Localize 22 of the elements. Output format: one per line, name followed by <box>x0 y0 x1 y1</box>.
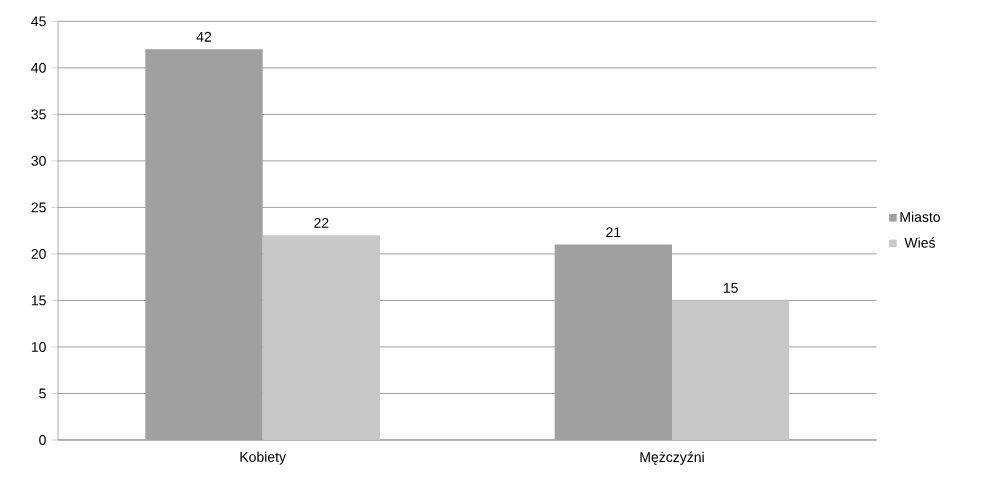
y-tick-label: 30 <box>31 155 46 166</box>
data-label: 42 <box>196 31 212 42</box>
y-tick-label: 5 <box>39 388 46 399</box>
y-tick-label: 10 <box>31 342 46 352</box>
y-tick-label: 0 <box>39 435 46 445</box>
data-label: 22 <box>314 217 329 228</box>
data-label: 15 <box>723 283 738 293</box>
y-tick-label: 25 <box>31 202 46 213</box>
legend-label: Wieś <box>904 237 936 248</box>
y-tick-label: 20 <box>31 248 46 259</box>
data-label: 21 <box>606 227 621 238</box>
bar <box>262 235 380 440</box>
bar <box>554 244 672 440</box>
legend-label: Miasto <box>900 211 941 222</box>
y-tick-label: 15 <box>31 295 46 306</box>
x-tick-label: Kobiety <box>240 451 286 465</box>
bar <box>145 49 263 440</box>
y-tick-label: 35 <box>31 109 46 120</box>
y-tick-label: 45 <box>31 16 46 27</box>
y-tick-label: 40 <box>31 62 46 73</box>
x-tick-label: Mężczyźni <box>640 451 704 465</box>
bar <box>672 300 790 440</box>
